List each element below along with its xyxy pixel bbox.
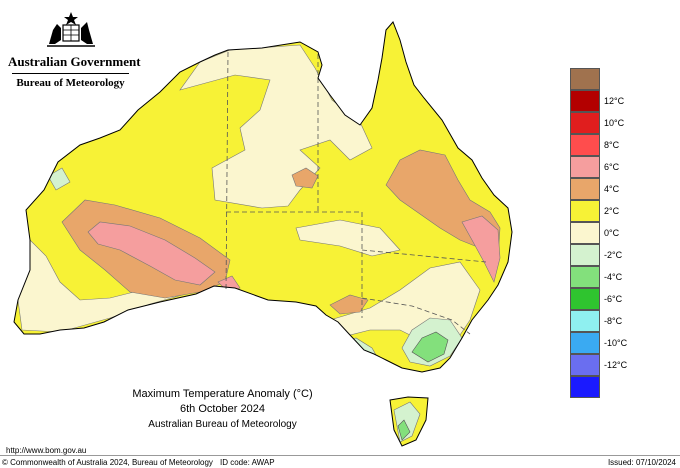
website-link[interactable]: http://www.bom.gov.au [6, 446, 87, 455]
legend-swatch [570, 178, 600, 200]
legend-swatch [570, 288, 600, 310]
copyright-text: © Commonwealth of Australia 2024, Bureau… [2, 458, 213, 467]
legend-label: 6°C [604, 162, 620, 172]
legend-swatch [570, 332, 600, 354]
region-minus2-wa-coast [47, 167, 71, 191]
legend-swatch [570, 156, 600, 178]
legend-label: 12°C [604, 96, 625, 106]
legend-label: -4°C [604, 272, 623, 282]
map-source: Australian Bureau of Meteorology [148, 419, 297, 430]
government-logo: Australian Government Bureau of Meteorol… [8, 10, 141, 89]
footer-bar: © Commonwealth of Australia 2024, Bureau… [0, 455, 680, 468]
legend-label: 8°C [604, 140, 620, 150]
logo-divider [12, 73, 129, 74]
map-title: Maximum Temperature Anomaly (°C) [132, 388, 313, 400]
legend-label: -12°C [604, 360, 628, 370]
region-0c-centre [295, 219, 401, 257]
legend-swatch [570, 244, 600, 266]
state-borders [225, 51, 487, 335]
region-6c-nsw [461, 215, 501, 283]
legend-swatch [570, 112, 600, 134]
region-4c-sa [329, 294, 369, 315]
agency-name: Australian Government [8, 54, 141, 69]
legend-label: -6°C [604, 294, 623, 304]
region-minus4-tas [397, 419, 411, 441]
legend-swatch [570, 266, 600, 288]
region-6c-wa [87, 221, 216, 286]
id-code-text: ID code: AWAP [220, 458, 275, 467]
legend-swatch [570, 200, 600, 222]
legend-swatch [570, 376, 600, 398]
anomaly-regions [17, 44, 501, 443]
legend-label: 4°C [604, 184, 620, 194]
temperature-legend: 12°C 10°C 8°C 6°C 4°C 2°C 0°C -2°C -4°C -6°C -8°C -… [570, 68, 627, 398]
legend-label: 10°C [604, 118, 625, 128]
bureau-name: Bureau of Meteorology [16, 77, 125, 89]
region-4c-small [291, 167, 319, 189]
legend-swatch [570, 354, 600, 376]
legend-label: -10°C [604, 338, 628, 348]
legend-swatch [570, 310, 600, 332]
legend-swatch [570, 134, 600, 156]
legend-label: 2°C [604, 206, 620, 216]
legend-swatch [570, 222, 600, 244]
legend-label: 0°C [604, 228, 620, 238]
coastline [13, 21, 513, 447]
coat-of-arms-icon [46, 12, 95, 47]
map-caption: Maximum Temperature Anomaly (°C) 6th Oct… [120, 387, 325, 432]
region-minus4-vic [411, 331, 449, 363]
map-date: 6th October 2024 [179, 403, 265, 415]
legend-swatch [570, 90, 600, 112]
legend-label: -2°C [604, 250, 623, 260]
issued-date: Issued: 07/10/2024 [607, 458, 676, 467]
legend-swatch [570, 68, 600, 90]
legend-label: -8°C [604, 316, 623, 326]
